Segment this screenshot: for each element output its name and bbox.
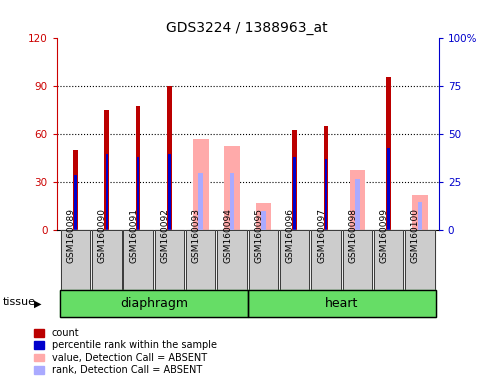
Bar xyxy=(311,230,341,290)
Bar xyxy=(293,157,296,230)
Bar xyxy=(405,230,435,290)
Bar xyxy=(61,230,90,290)
Bar xyxy=(106,154,108,230)
Bar xyxy=(92,230,121,290)
Text: GSM160094: GSM160094 xyxy=(223,208,232,263)
Bar xyxy=(217,230,247,290)
Bar xyxy=(60,290,248,317)
Bar xyxy=(311,230,341,290)
Bar xyxy=(405,230,435,290)
Bar xyxy=(155,230,184,290)
Text: GSM160098: GSM160098 xyxy=(349,208,357,263)
Bar xyxy=(217,230,247,290)
Bar xyxy=(374,230,403,290)
Bar xyxy=(280,230,310,290)
Bar xyxy=(248,290,436,317)
Bar xyxy=(374,230,403,290)
Text: GSM160095: GSM160095 xyxy=(254,208,263,263)
Text: heart: heart xyxy=(325,297,358,310)
Bar xyxy=(105,111,109,230)
Text: GSM160091: GSM160091 xyxy=(129,208,138,263)
Bar xyxy=(325,159,327,230)
Bar xyxy=(193,139,209,230)
Bar xyxy=(280,230,310,290)
Bar xyxy=(224,146,240,230)
Text: GSM160089: GSM160089 xyxy=(67,208,75,263)
Bar xyxy=(387,77,391,230)
Legend: count, percentile rank within the sample, value, Detection Call = ABSENT, rank, : count, percentile rank within the sample… xyxy=(35,328,217,375)
Bar xyxy=(73,151,78,230)
Bar xyxy=(92,230,121,290)
Bar xyxy=(355,179,360,230)
Text: diaphragm: diaphragm xyxy=(120,297,188,310)
Text: GSM160097: GSM160097 xyxy=(317,208,326,263)
Bar xyxy=(350,170,365,230)
Text: GSM160096: GSM160096 xyxy=(286,208,295,263)
Bar xyxy=(230,173,235,230)
Bar xyxy=(343,230,372,290)
Text: GDS3224 / 1388963_at: GDS3224 / 1388963_at xyxy=(166,21,327,35)
Text: GSM160093: GSM160093 xyxy=(192,208,201,263)
Bar xyxy=(255,203,271,230)
Bar xyxy=(324,126,328,230)
Bar xyxy=(248,290,436,317)
Bar xyxy=(168,154,171,230)
Bar xyxy=(155,230,184,290)
Text: ▶: ▶ xyxy=(34,298,41,308)
Bar xyxy=(186,230,215,290)
Bar xyxy=(198,173,203,230)
Bar xyxy=(60,290,248,317)
Bar xyxy=(123,230,153,290)
Bar xyxy=(137,157,140,230)
Bar xyxy=(418,202,423,230)
Text: GSM160100: GSM160100 xyxy=(411,208,420,263)
Text: GSM160092: GSM160092 xyxy=(160,208,170,263)
Bar xyxy=(261,211,266,230)
Bar xyxy=(412,195,428,230)
Bar xyxy=(387,148,390,230)
Bar xyxy=(248,230,278,290)
Text: GSM160099: GSM160099 xyxy=(380,208,388,263)
Bar xyxy=(248,230,278,290)
Bar xyxy=(186,230,215,290)
Bar xyxy=(123,230,153,290)
Bar xyxy=(167,86,172,230)
Bar xyxy=(292,129,297,230)
Text: GSM160090: GSM160090 xyxy=(98,208,107,263)
Text: tissue: tissue xyxy=(2,297,35,307)
Bar xyxy=(74,175,77,230)
Bar xyxy=(61,230,90,290)
Bar xyxy=(136,106,141,230)
Bar xyxy=(343,230,372,290)
